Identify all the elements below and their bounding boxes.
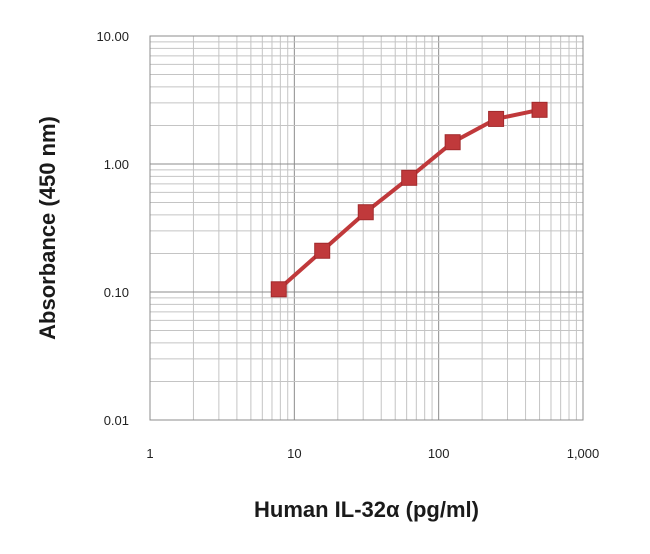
data-point-marker: [488, 110, 505, 127]
data-point-marker: [270, 281, 287, 298]
y-tick-label: 10.00: [96, 29, 129, 44]
data-point-marker: [444, 134, 461, 151]
x-tick-label: 100: [428, 446, 450, 461]
data-point-marker: [314, 242, 331, 259]
y-axis-title: Absorbance (450 nm): [35, 116, 60, 340]
data-point-marker: [357, 204, 374, 221]
x-tick-label: 1: [146, 446, 153, 461]
y-tick-label: 0.01: [104, 413, 129, 428]
plot-area: [149, 35, 584, 421]
y-tick-label: 1.00: [104, 157, 129, 172]
series-line: [277, 107, 541, 291]
x-tick-label: 1,000: [567, 446, 600, 461]
data-point-marker: [401, 169, 418, 186]
data-point-marker: [531, 101, 548, 118]
x-tick-labels: 1 10 100 1,000: [146, 446, 599, 461]
series-layer: [270, 101, 548, 298]
y-tick-label: 0.10: [104, 285, 129, 300]
grid: [149, 36, 583, 421]
x-axis-title: Human IL-32α (pg/ml): [254, 497, 479, 522]
x-tick-label: 10: [287, 446, 301, 461]
y-tick-labels: 0.01 0.10 1.00 10.00: [96, 29, 129, 428]
